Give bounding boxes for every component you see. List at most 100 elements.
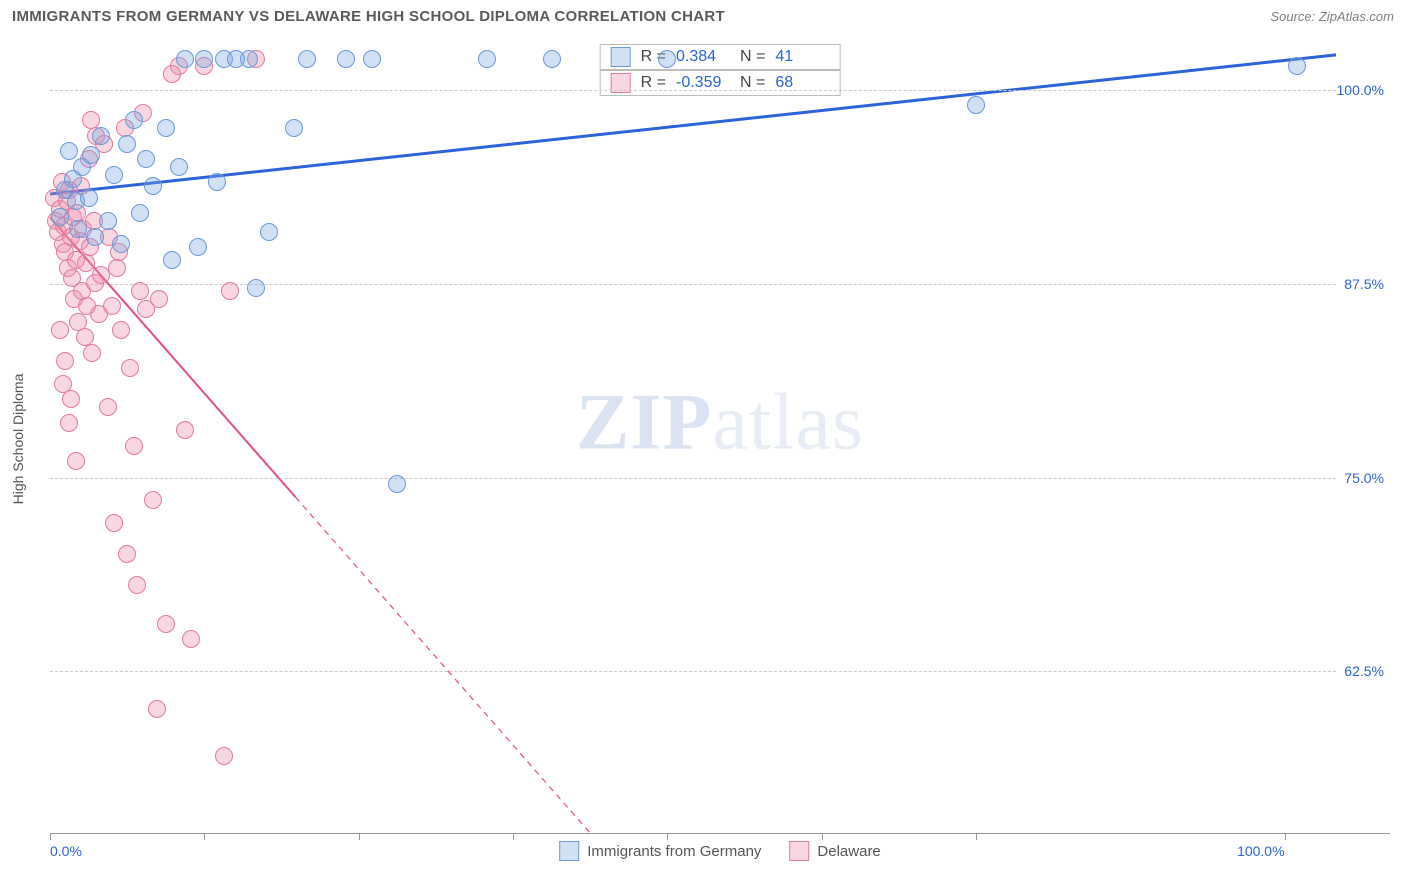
swatch-delaware	[789, 841, 809, 861]
legend-item-delaware: Delaware	[789, 841, 880, 861]
x-tick	[513, 833, 514, 840]
chart-area: High School Diploma ZIPatlas R = 0.384 N…	[50, 44, 1390, 834]
data-point-germany	[163, 251, 181, 269]
data-point-delaware	[99, 398, 117, 416]
r-label: R =	[641, 74, 666, 92]
data-point-germany	[69, 220, 87, 238]
data-point-germany	[125, 111, 143, 129]
data-point-germany	[137, 150, 155, 168]
y-tick-label: 100.0%	[1337, 82, 1384, 98]
data-point-delaware	[60, 414, 78, 432]
swatch-germany	[611, 47, 631, 67]
data-point-delaware	[176, 421, 194, 439]
n-label: N =	[740, 74, 765, 92]
gridline-h	[50, 478, 1336, 479]
data-point-delaware	[83, 344, 101, 362]
data-point-germany	[189, 238, 207, 256]
trend-lines	[50, 44, 1390, 833]
data-point-germany	[195, 50, 213, 68]
data-point-delaware	[148, 700, 166, 718]
n-label: N =	[740, 48, 765, 66]
series-legend: Immigrants from Germany Delaware	[559, 841, 881, 861]
data-point-delaware	[105, 514, 123, 532]
data-point-delaware	[51, 321, 69, 339]
x-tick	[1285, 833, 1286, 840]
watermark: ZIPatlas	[576, 377, 864, 468]
x-tick	[359, 833, 360, 840]
data-point-delaware	[150, 290, 168, 308]
legend-label-germany: Immigrants from Germany	[587, 843, 761, 860]
data-point-delaware	[56, 352, 74, 370]
data-point-germany	[658, 50, 676, 68]
correlation-row-germany: R = 0.384 N = 41	[600, 44, 841, 70]
x-tick-label: 100.0%	[1237, 843, 1284, 859]
y-tick-label: 87.5%	[1344, 276, 1384, 292]
data-point-germany	[92, 127, 110, 145]
swatch-germany	[559, 841, 579, 861]
data-point-germany	[1288, 57, 1306, 75]
data-point-germany	[337, 50, 355, 68]
plot-region: High School Diploma ZIPatlas R = 0.384 N…	[50, 44, 1390, 834]
legend-item-germany: Immigrants from Germany	[559, 841, 761, 861]
data-point-delaware	[157, 615, 175, 633]
gridline-h	[50, 284, 1336, 285]
x-tick	[50, 833, 51, 840]
data-point-germany	[51, 208, 69, 226]
x-tick	[204, 833, 205, 840]
data-point-delaware	[118, 545, 136, 563]
data-point-delaware	[103, 297, 121, 315]
data-point-germany	[82, 146, 100, 164]
data-point-germany	[208, 173, 226, 191]
data-point-germany	[478, 50, 496, 68]
data-point-delaware	[77, 254, 95, 272]
data-point-germany	[157, 119, 175, 137]
watermark-atlas: atlas	[712, 378, 864, 466]
data-point-germany	[144, 177, 162, 195]
data-point-delaware	[112, 321, 130, 339]
data-point-delaware	[131, 282, 149, 300]
data-point-delaware	[125, 437, 143, 455]
data-point-germany	[285, 119, 303, 137]
data-point-germany	[170, 158, 188, 176]
data-point-germany	[131, 204, 149, 222]
data-point-delaware	[121, 359, 139, 377]
y-tick-label: 62.5%	[1344, 663, 1384, 679]
data-point-germany	[363, 50, 381, 68]
data-point-germany	[99, 212, 117, 230]
watermark-zip: ZIP	[576, 378, 712, 466]
data-point-germany	[247, 279, 265, 297]
data-point-delaware	[108, 259, 126, 277]
legend-label-delaware: Delaware	[817, 843, 880, 860]
data-point-germany	[967, 96, 985, 114]
data-point-germany	[176, 50, 194, 68]
data-point-delaware	[67, 452, 85, 470]
data-point-germany	[260, 223, 278, 241]
x-tick-label: 0.0%	[50, 843, 82, 859]
data-point-germany	[543, 50, 561, 68]
chart-title: IMMIGRANTS FROM GERMANY VS DELAWARE HIGH…	[12, 8, 725, 25]
data-point-delaware	[182, 630, 200, 648]
correlation-legend: R = 0.384 N = 41 R = -0.359 N = 68	[600, 44, 841, 96]
gridline-h	[50, 90, 1336, 91]
data-point-germany	[240, 50, 258, 68]
r-value-delaware: -0.359	[676, 74, 730, 92]
source-link[interactable]: ZipAtlas.com	[1319, 9, 1394, 24]
source-prefix: Source:	[1270, 9, 1318, 24]
data-point-germany	[388, 475, 406, 493]
n-value-delaware: 68	[775, 74, 829, 92]
data-point-germany	[80, 189, 98, 207]
data-point-germany	[60, 142, 78, 160]
data-point-germany	[118, 135, 136, 153]
data-point-delaware	[221, 282, 239, 300]
data-point-germany	[112, 235, 130, 253]
source-attribution: Source: ZipAtlas.com	[1270, 9, 1394, 24]
gridline-h	[50, 671, 1336, 672]
r-value-germany: 0.384	[676, 48, 730, 66]
correlation-row-delaware: R = -0.359 N = 68	[600, 70, 841, 96]
data-point-germany	[298, 50, 316, 68]
y-tick-label: 75.0%	[1344, 470, 1384, 486]
data-point-germany	[86, 228, 104, 246]
data-point-delaware	[215, 747, 233, 765]
data-point-delaware	[128, 576, 146, 594]
data-point-germany	[105, 166, 123, 184]
